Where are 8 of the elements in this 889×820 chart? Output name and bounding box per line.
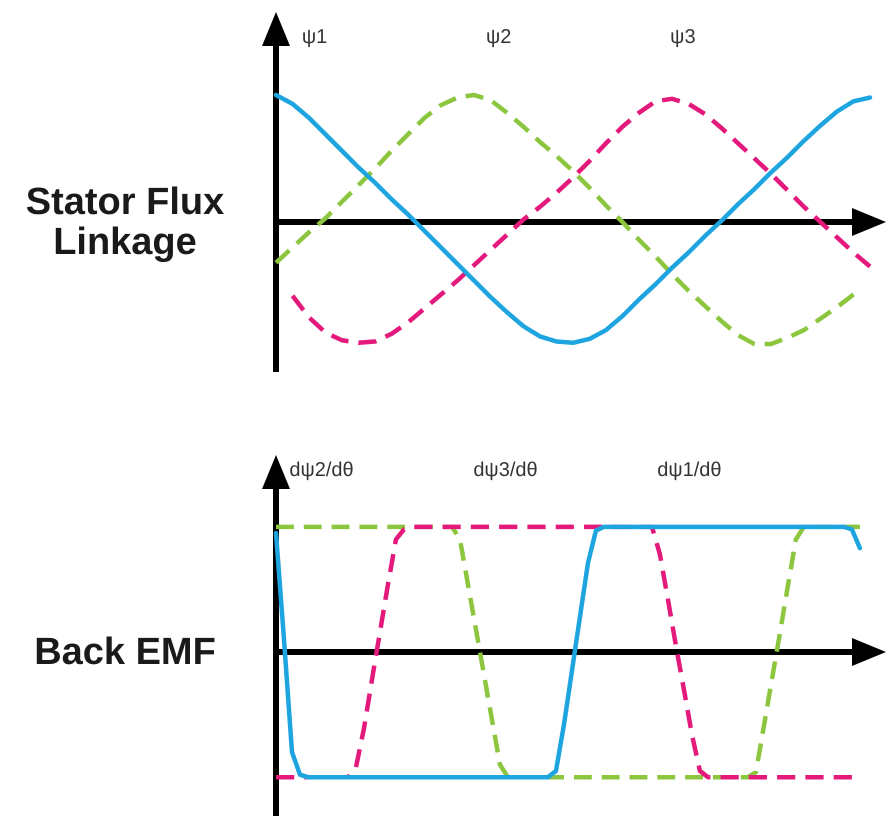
- text: dψ3/dθ: [473, 459, 538, 481]
- y-axis-title: Stator Flux Linkage: [24, 181, 226, 264]
- text: ψ3: [670, 26, 696, 48]
- text: ψ2: [486, 26, 512, 48]
- text: ψ1: [302, 26, 328, 48]
- text: dψ1/dθ: [657, 459, 722, 481]
- text: dψ2/dθ: [289, 459, 354, 481]
- y-axis-title: Back EMF: [33, 631, 217, 674]
